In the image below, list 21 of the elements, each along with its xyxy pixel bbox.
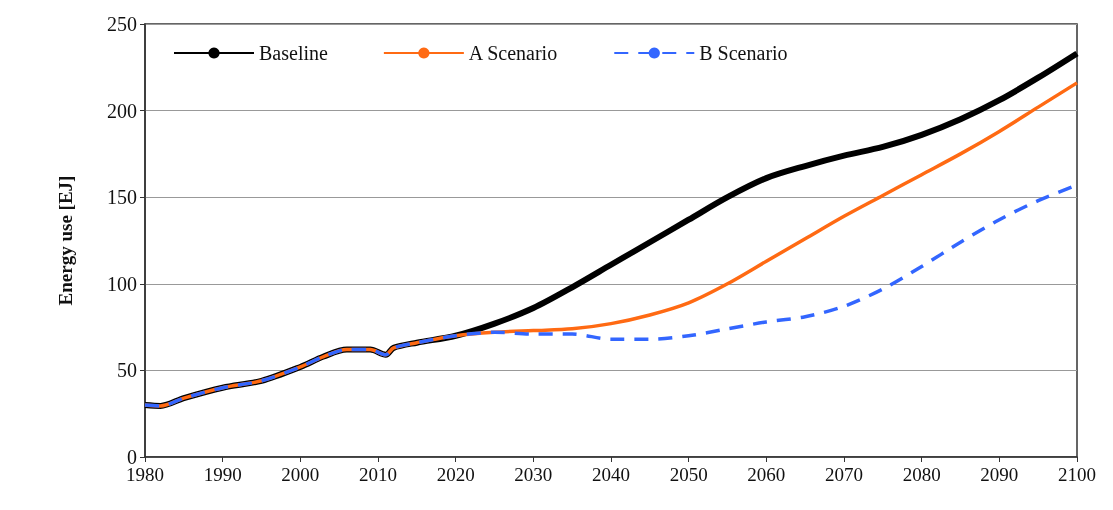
x-tick-label: 2000: [281, 464, 320, 485]
x-tick-label: 2080: [902, 464, 941, 485]
legend-label: B Scenario: [699, 42, 788, 64]
x-tick-label: 2070: [825, 464, 863, 485]
y-axis-title: Energy use [EJ]: [55, 175, 76, 306]
y-tick-label: 250: [107, 13, 137, 35]
x-tick-label: 2020: [436, 464, 475, 485]
x-tick-label: 2050: [669, 464, 708, 485]
x-tick-label: 1990: [203, 464, 242, 485]
y-tick-label: 150: [107, 186, 137, 209]
y-tick-label: 200: [107, 99, 137, 122]
y-tick-label: 100: [107, 272, 137, 295]
x-tick-label: 2090: [980, 464, 1019, 485]
x-tick-label: 2100: [1058, 464, 1096, 485]
x-tick-label: 2010: [359, 464, 397, 485]
x-tick-label: 2030: [514, 464, 553, 485]
legend-label: A Scenario: [468, 42, 558, 64]
x-tick-label: 2040: [592, 464, 630, 485]
y-tick-label: 50: [117, 359, 137, 382]
x-tick-label: 2060: [747, 464, 786, 485]
legend-label: Baseline: [259, 42, 328, 64]
